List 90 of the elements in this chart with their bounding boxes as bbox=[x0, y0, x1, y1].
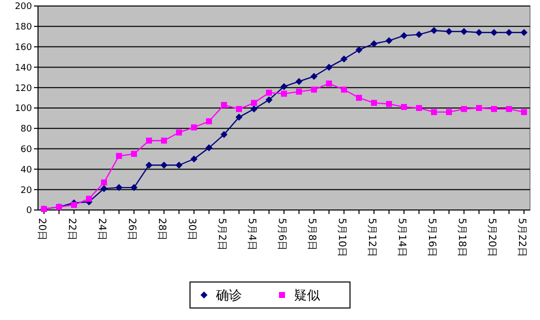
y-tick-label: 100 bbox=[14, 104, 32, 114]
x-tick-label: 5月18日 bbox=[456, 218, 467, 258]
y-tick-label: 20 bbox=[20, 186, 32, 196]
point bbox=[431, 109, 437, 116]
y-tick-label: 120 bbox=[14, 84, 32, 94]
point bbox=[236, 106, 242, 112]
point bbox=[476, 105, 482, 111]
point bbox=[356, 46, 362, 54]
x-tick-label: 5月20日 bbox=[486, 218, 497, 258]
point bbox=[506, 106, 512, 112]
point bbox=[176, 129, 182, 136]
point bbox=[190, 156, 198, 162]
x-tick-label: 5月6日 bbox=[276, 218, 287, 251]
point bbox=[400, 32, 408, 40]
point bbox=[176, 162, 182, 169]
legend-label: 确诊 bbox=[215, 288, 242, 304]
point bbox=[266, 90, 272, 96]
x-tick-label: 22日 bbox=[66, 218, 77, 241]
y-tick-label: 80 bbox=[20, 124, 32, 135]
x-tick-label: 5月4日 bbox=[246, 218, 257, 251]
point bbox=[116, 184, 122, 192]
point bbox=[221, 102, 227, 108]
x-tick-label: 5月10日 bbox=[336, 218, 347, 258]
point bbox=[310, 72, 318, 80]
point bbox=[220, 131, 228, 138]
x-tick-label: 5月2日 bbox=[216, 218, 227, 251]
x-tick-label: 5月14日 bbox=[396, 218, 407, 258]
point bbox=[206, 118, 212, 124]
point bbox=[311, 86, 317, 93]
point bbox=[296, 78, 302, 85]
x-tick-label: 20日 bbox=[36, 218, 47, 241]
point bbox=[296, 88, 302, 95]
point bbox=[461, 106, 467, 112]
x-tick-label: 30日 bbox=[186, 218, 197, 241]
point bbox=[416, 105, 422, 111]
point bbox=[371, 100, 377, 106]
point bbox=[250, 106, 258, 113]
point bbox=[86, 196, 92, 202]
point bbox=[386, 37, 392, 44]
x-tick-label: 5月22日 bbox=[516, 218, 527, 258]
point bbox=[206, 144, 212, 152]
y-tick-label: 40 bbox=[20, 165, 32, 176]
point bbox=[146, 162, 152, 169]
point bbox=[386, 100, 392, 107]
point bbox=[326, 80, 332, 87]
point bbox=[446, 28, 452, 35]
point bbox=[460, 28, 468, 35]
x-tick-label: 28日 bbox=[156, 218, 167, 241]
point bbox=[116, 152, 122, 159]
x-tick-label: 5月16日 bbox=[426, 218, 437, 258]
y-tick-label: 60 bbox=[20, 144, 32, 155]
point bbox=[251, 100, 257, 106]
y-tick-label: 180 bbox=[14, 22, 32, 33]
point bbox=[370, 40, 378, 48]
point bbox=[100, 185, 108, 192]
x-tick-label: 26日 bbox=[126, 218, 137, 241]
point bbox=[416, 31, 422, 38]
y-tick-label: 140 bbox=[14, 63, 32, 74]
y-tick-label: 160 bbox=[14, 42, 32, 53]
point bbox=[490, 29, 498, 36]
point bbox=[476, 29, 482, 36]
point bbox=[341, 86, 347, 93]
point bbox=[521, 109, 527, 116]
point bbox=[356, 94, 362, 101]
point bbox=[101, 179, 107, 186]
y-tick-label: 0 bbox=[26, 206, 32, 216]
point bbox=[130, 184, 138, 192]
x-tick-label: 5月12日 bbox=[366, 218, 377, 258]
point bbox=[326, 64, 332, 71]
point bbox=[266, 96, 272, 104]
point bbox=[281, 90, 287, 97]
point bbox=[161, 138, 167, 144]
x-tick-label: 24日 bbox=[96, 218, 107, 241]
point bbox=[71, 202, 77, 208]
point bbox=[160, 162, 168, 169]
point bbox=[506, 29, 512, 36]
point bbox=[430, 26, 438, 34]
point bbox=[191, 124, 197, 130]
point bbox=[401, 104, 407, 110]
point bbox=[236, 114, 242, 121]
point bbox=[491, 106, 497, 112]
point bbox=[280, 83, 288, 90]
y-tick-label: 200 bbox=[14, 2, 32, 12]
point bbox=[340, 56, 348, 63]
point bbox=[146, 138, 152, 144]
legend-label: 疑似 bbox=[294, 288, 320, 304]
x-tick-label: 5月8日 bbox=[306, 218, 317, 251]
point bbox=[520, 29, 528, 36]
point bbox=[131, 150, 137, 157]
point bbox=[446, 109, 452, 116]
